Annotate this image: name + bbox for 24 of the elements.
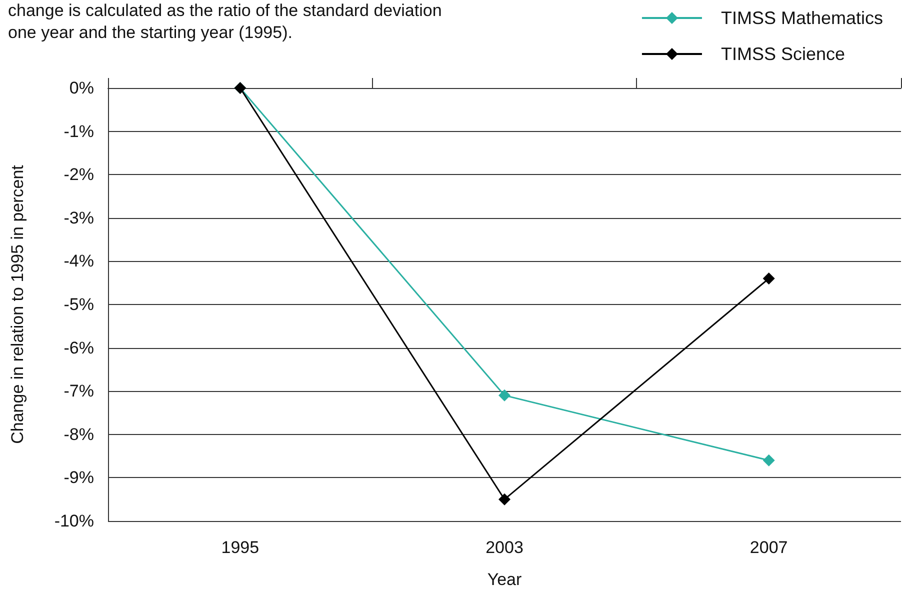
- y-tick-label: -7%: [64, 382, 94, 401]
- y-tick-label: -9%: [64, 468, 94, 488]
- legend-label: TIMSS Mathematics: [720, 8, 884, 28]
- y-tick-label: -8%: [64, 424, 94, 444]
- y-tick-label: -5%: [64, 295, 94, 314]
- y-tick-label: -1%: [64, 122, 94, 141]
- point: [762, 272, 775, 285]
- y-tick-label: -2%: [64, 165, 94, 184]
- x-tick-label: 2003: [486, 538, 524, 557]
- legend-label: TIMSS Science: [720, 44, 846, 64]
- point: [498, 493, 510, 506]
- y-tick-label: -4%: [64, 252, 94, 271]
- y-tick-label: -10%: [54, 512, 94, 530]
- point: [762, 454, 775, 466]
- y-tick-label: -3%: [64, 208, 94, 228]
- text: one year and the starting year (1995).: [8, 23, 292, 42]
- text: change is calculated as the ratio of the standard deviation: [8, 1, 442, 20]
- y-axis-title: Change in relation to 1995 in percent: [8, 164, 27, 444]
- y-tick-label: -6%: [64, 338, 94, 358]
- x-tick-label: 2007: [750, 538, 788, 557]
- x-tick-label: 1995: [221, 538, 260, 557]
- y-tick-label: 0%: [69, 78, 94, 98]
- point: [498, 389, 510, 402]
- x-axis-title: Year: [487, 570, 522, 589]
